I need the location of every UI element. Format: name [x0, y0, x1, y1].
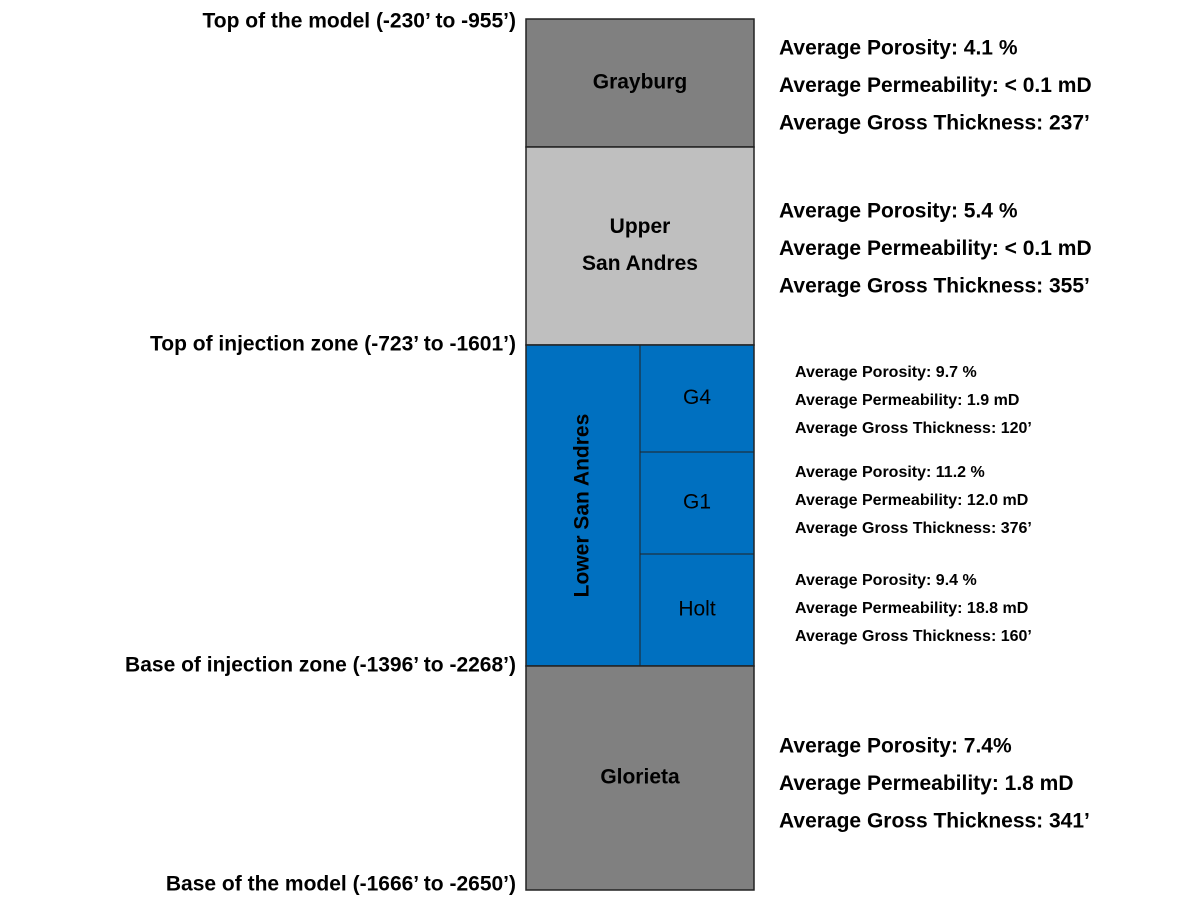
stat-line: Average Permeability: 1.8 mD: [779, 772, 1074, 795]
stat-line: Average Porosity: 4.1 %: [779, 37, 1018, 60]
boundary-label: Base of the model (-1666’ to -2650’): [166, 873, 516, 896]
unit-name: Upper: [610, 215, 671, 238]
stat-line: Average Permeability: 18.8 mD: [795, 600, 1028, 617]
stat-line: Average Porosity: 9.7 %: [795, 364, 977, 381]
stat-line: Average Porosity: 7.4%: [779, 735, 1012, 758]
stat-line: Average Permeability: < 0.1 mD: [779, 74, 1092, 97]
stat-line: Average Gross Thickness: 355’: [779, 275, 1090, 298]
stat-line: Average Gross Thickness: 237’: [779, 112, 1090, 135]
subunit-name: Holt: [678, 598, 716, 621]
stat-line: Average Gross Thickness: 376’: [795, 520, 1032, 537]
boundary-label: Base of injection zone (-1396’ to -2268’…: [125, 654, 516, 677]
stat-line: Average Gross Thickness: 120’: [795, 420, 1032, 437]
stat-line: Average Porosity: 9.4 %: [795, 572, 977, 589]
unit-name: San Andres: [582, 252, 698, 275]
unit-box: [525, 665, 755, 891]
stat-line: Average Gross Thickness: 160’: [795, 628, 1032, 645]
subunit-name: G1: [683, 491, 711, 514]
stat-line: Average Permeability: 12.0 mD: [795, 492, 1028, 509]
unit-box: [525, 18, 755, 148]
boundary-label: Top of the model (-230’ to -955’): [203, 10, 516, 33]
stat-line: Average Porosity: 11.2 %: [795, 464, 985, 481]
unit-box: [525, 146, 755, 346]
stat-line: Average Gross Thickness: 341’: [779, 810, 1090, 833]
stat-line: Average Porosity: 5.4 %: [779, 200, 1018, 223]
stat-line: Average Permeability: < 0.1 mD: [779, 237, 1092, 260]
subunit-name: G4: [683, 386, 711, 409]
unit-name: Glorieta: [600, 766, 680, 789]
boundary-label: Top of injection zone (-723’ to -1601’): [150, 333, 516, 356]
unit-name: Grayburg: [593, 71, 688, 94]
unit-name: Lower San Andres: [571, 414, 594, 598]
stat-line: Average Permeability: 1.9 mD: [795, 392, 1019, 409]
